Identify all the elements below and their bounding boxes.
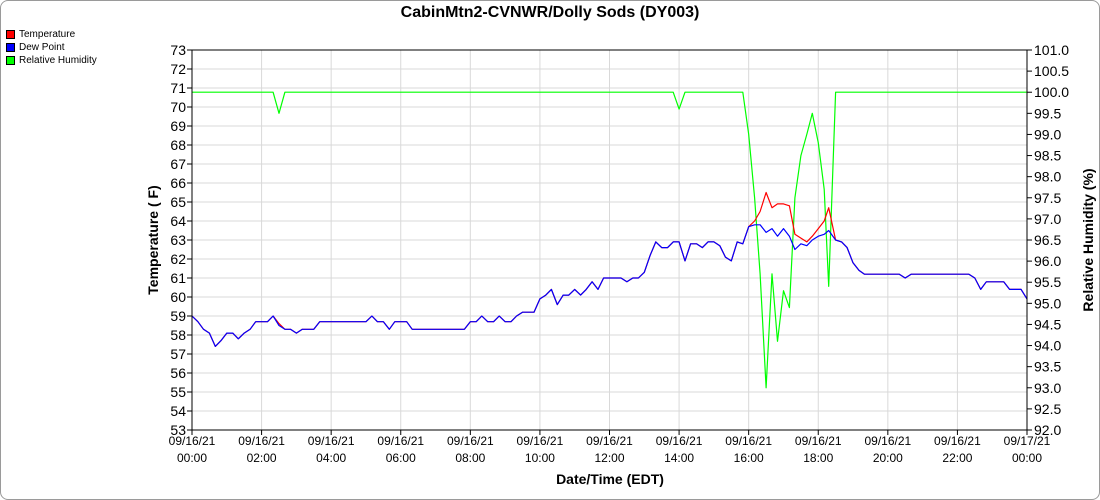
series-line-dew-point <box>191 224 1028 347</box>
x-tick-label-date: 09/16/21 <box>377 434 424 448</box>
x-tick-label-time: 16:00 <box>734 451 764 465</box>
y2-tick-label: 96.5 <box>1034 232 1061 248</box>
x-tick-label-time: 14:00 <box>664 451 694 465</box>
grid <box>191 49 1028 431</box>
x-tick-label-date: 09/16/21 <box>238 434 285 448</box>
y-tick-label: 73 <box>170 42 186 58</box>
y-tick-label: 62 <box>170 251 186 267</box>
y2-tick-label: 99.0 <box>1034 126 1061 142</box>
y-tick-label: 71 <box>170 80 186 96</box>
x-tick-label-time: 10:00 <box>525 451 555 465</box>
y-tick-label: 72 <box>170 61 186 77</box>
y-tick-label: 66 <box>170 175 186 191</box>
x-tick-label-time: 00:00 <box>177 451 207 465</box>
left-axis-ticks: 53 54 55 56 57 58 59 60 61 62 63 64 65 66 67 68 69 70 71 72… <box>170 42 192 438</box>
right-axis-ticks: 92.0 92.5 93.0 93.5 94.0 94.5 95.0 95.5 96.0 96.5… <box>1027 42 1069 438</box>
x-tick-label-time: 20:00 <box>873 451 903 465</box>
y2-axis-label: Relative Humidity (%) <box>1080 168 1096 311</box>
y-tick-label: 55 <box>170 384 186 400</box>
y-tick-label: 69 <box>170 118 186 134</box>
legend-item-dew-point: Dew Point <box>6 41 97 54</box>
legend: Temperature Dew Point Relative Humidity <box>6 28 97 67</box>
y-tick-label: 61 <box>170 270 186 286</box>
legend-label-temperature: Temperature <box>19 29 76 40</box>
x-tick-label-time: 06:00 <box>386 451 416 465</box>
y-tick-label: 58 <box>170 327 186 343</box>
y2-tick-label: 101.0 <box>1034 42 1069 58</box>
series-line-relative-humidity <box>192 91 1027 389</box>
y-tick-label: 56 <box>170 365 186 381</box>
y-tick-label: 63 <box>170 232 186 248</box>
x-tick-label-date: 09/16/21 <box>447 434 494 448</box>
x-tick-label-time: 02:00 <box>247 451 277 465</box>
x-tick-label-date: 09/16/21 <box>517 434 564 448</box>
y2-tick-label: 93.5 <box>1034 359 1061 375</box>
legend-swatch-temperature <box>6 30 15 39</box>
y2-tick-label: 97.0 <box>1034 211 1061 227</box>
x-tick-label-time: 18:00 <box>803 451 833 465</box>
y-tick-label: 53 <box>170 422 186 438</box>
y2-tick-label: 98.5 <box>1034 148 1061 164</box>
y2-tick-label: 94.5 <box>1034 316 1061 332</box>
y-tick-label: 64 <box>170 213 186 229</box>
series-layer <box>191 91 1028 389</box>
y-tick-label: 54 <box>170 403 186 419</box>
x-axis-ticks: 09/16/21 00:00 09/16/21 02:00 09/16/21 04:00 0… <box>169 430 1051 465</box>
y2-tick-label: 92.5 <box>1034 401 1061 417</box>
y-tick-label: 57 <box>170 346 186 362</box>
legend-item-temperature: Temperature <box>6 28 97 41</box>
chart-title: CabinMtn2-CVNWR/Dolly Sods (DY003) <box>400 4 700 21</box>
y2-tick-label: 98.0 <box>1034 169 1061 185</box>
y2-tick-label: 100.5 <box>1034 63 1069 79</box>
x-tick-label-date: 09/16/21 <box>656 434 703 448</box>
y2-tick-label: 96.0 <box>1034 253 1061 269</box>
x-tick-label-date: 09/16/21 <box>864 434 911 448</box>
x-axis-label: Date/Time (EDT) <box>556 471 664 487</box>
x-tick-label-date: 09/16/21 <box>308 434 355 448</box>
y-tick-label: 65 <box>170 194 186 210</box>
legend-label-dew-point: Dew Point <box>19 42 65 53</box>
y2-tick-label: 93.0 <box>1034 380 1061 396</box>
x-tick-label-date: 09/16/21 <box>934 434 981 448</box>
y-tick-label: 70 <box>170 99 186 115</box>
y2-tick-label: 97.5 <box>1034 190 1061 206</box>
x-tick-label-date: 09/17/21 <box>1004 434 1051 448</box>
x-tick-label-time: 22:00 <box>942 451 972 465</box>
y2-tick-label: 95.5 <box>1034 274 1061 290</box>
y2-tick-label: 100.0 <box>1034 84 1069 100</box>
legend-item-relative-humidity: Relative Humidity <box>6 54 97 67</box>
x-tick-label-time: 00:00 <box>1012 451 1042 465</box>
y2-tick-label: 95.0 <box>1034 295 1061 311</box>
y2-tick-label: 92.0 <box>1034 422 1061 438</box>
y-tick-label: 68 <box>170 137 186 153</box>
legend-label-relative-humidity: Relative Humidity <box>19 55 97 66</box>
y-tick-label: 67 <box>170 156 186 172</box>
x-tick-label-date: 09/16/21 <box>169 434 216 448</box>
y-tick-label: 59 <box>170 308 186 324</box>
x-tick-label-time: 12:00 <box>594 451 624 465</box>
legend-swatch-relative-humidity <box>6 56 15 65</box>
y2-tick-label: 94.0 <box>1034 338 1061 354</box>
y2-tick-label: 99.5 <box>1034 105 1061 121</box>
x-tick-label-time: 04:00 <box>316 451 346 465</box>
x-tick-label-time: 08:00 <box>455 451 485 465</box>
x-tick-label-date: 09/16/21 <box>795 434 842 448</box>
y-axis-label: Temperature ( F) <box>145 185 161 294</box>
x-tick-label-date: 09/16/21 <box>586 434 633 448</box>
y-tick-label: 60 <box>170 289 186 305</box>
x-tick-label-date: 09/16/21 <box>725 434 772 448</box>
legend-swatch-dew-point <box>6 43 15 52</box>
